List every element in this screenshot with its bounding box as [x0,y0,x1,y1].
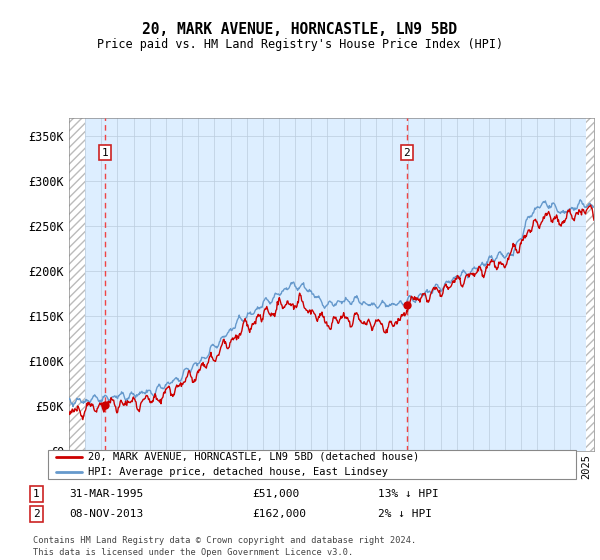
Text: 13% ↓ HPI: 13% ↓ HPI [378,489,439,499]
Text: 20, MARK AVENUE, HORNCASTLE, LN9 5BD: 20, MARK AVENUE, HORNCASTLE, LN9 5BD [143,22,458,38]
FancyBboxPatch shape [48,450,576,479]
Text: Contains HM Land Registry data © Crown copyright and database right 2024.
This d: Contains HM Land Registry data © Crown c… [33,536,416,557]
Text: £51,000: £51,000 [252,489,299,499]
Text: 2% ↓ HPI: 2% ↓ HPI [378,509,432,519]
Text: £162,000: £162,000 [252,509,306,519]
Text: 1: 1 [102,148,109,157]
Text: 2: 2 [404,148,410,157]
Text: 31-MAR-1995: 31-MAR-1995 [69,489,143,499]
Text: HPI: Average price, detached house, East Lindsey: HPI: Average price, detached house, East… [88,466,388,477]
Text: 08-NOV-2013: 08-NOV-2013 [69,509,143,519]
Text: Price paid vs. HM Land Registry's House Price Index (HPI): Price paid vs. HM Land Registry's House … [97,38,503,51]
Text: 2: 2 [33,509,40,519]
Text: 20, MARK AVENUE, HORNCASTLE, LN9 5BD (detached house): 20, MARK AVENUE, HORNCASTLE, LN9 5BD (de… [88,452,419,462]
Text: 1: 1 [33,489,40,499]
